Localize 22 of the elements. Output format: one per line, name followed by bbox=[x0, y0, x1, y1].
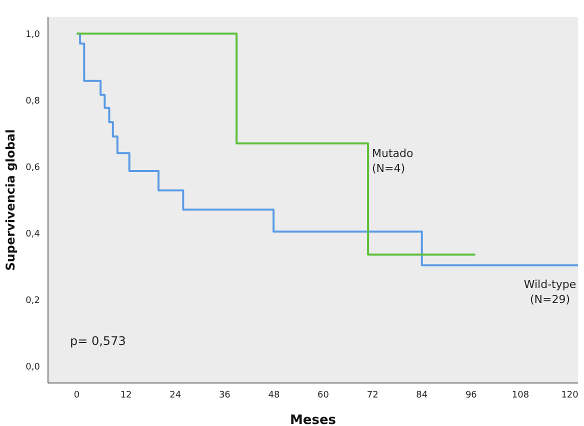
x-tick-label: 12 bbox=[120, 390, 132, 400]
y-tick-label: 0,2 bbox=[26, 296, 40, 306]
x-tick-label: 60 bbox=[318, 390, 330, 400]
x-tick-label: 84 bbox=[416, 390, 428, 400]
x-axis-title: Meses bbox=[290, 413, 336, 426]
y-tick-label: 0,4 bbox=[26, 229, 40, 240]
x-tick-label: 36 bbox=[218, 390, 231, 400]
annotation: p= 0,573 bbox=[70, 334, 126, 348]
y-axis-title: Supervivencia global bbox=[3, 129, 18, 271]
x-tick-label: 72 bbox=[366, 390, 378, 400]
series-label: Wild-type (N=29) bbox=[524, 278, 576, 306]
x-tick-label: 0 bbox=[74, 390, 80, 400]
y-tick-label: 0,8 bbox=[26, 96, 40, 106]
x-tick-label: 108 bbox=[512, 390, 530, 400]
x-tick-label: 24 bbox=[170, 390, 182, 400]
x-tick-label: 48 bbox=[268, 390, 280, 400]
series-label: Mutado (N=4) bbox=[372, 147, 414, 175]
x-tick-label: 96 bbox=[465, 390, 478, 400]
y-tick-label: 0,0 bbox=[26, 362, 40, 373]
y-tick-label: 0,6 bbox=[26, 162, 40, 173]
x-tick-label: 120 bbox=[561, 390, 579, 400]
y-tick-label: 1,0 bbox=[26, 30, 40, 40]
